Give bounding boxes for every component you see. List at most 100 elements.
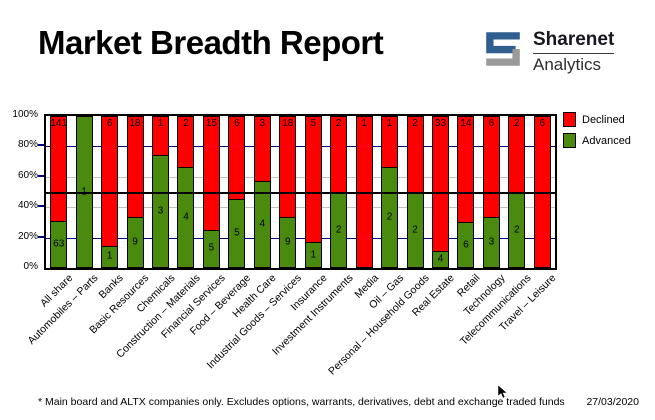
declined-segment xyxy=(509,117,525,192)
fifty-percent-reference-line xyxy=(46,192,555,194)
legend-label-advanced: Advanced xyxy=(582,134,631,147)
legend-label-declined: Declined xyxy=(582,113,625,126)
advanced-swatch-icon xyxy=(563,133,576,148)
declined-count-label: 1 xyxy=(157,118,164,129)
report-date: 27/03/2020 xyxy=(586,396,639,408)
gridline-40 xyxy=(46,207,555,209)
declined-count-label: 6 xyxy=(106,118,113,129)
declined-count-label: 15 xyxy=(205,118,217,129)
advanced-count-label: 6 xyxy=(463,239,469,250)
advanced-segment xyxy=(102,245,118,267)
advanced-count-label: 4 xyxy=(437,253,444,265)
advanced-count-label: 1 xyxy=(310,249,316,260)
plot-area: 141 63 1 6 1 18 9 1 3 2 4 15 5 6 5 3 4 18 9 5 1 2 2 1 1 2 2 2 33 4 14 6… xyxy=(44,114,557,270)
declined-segment xyxy=(102,117,118,246)
advanced-segment xyxy=(458,222,474,267)
sharenet-logo: Sharenet Analytics xyxy=(482,28,615,75)
advanced-count-label: 5 xyxy=(234,227,240,239)
advanced-count-label: 2 xyxy=(386,211,393,223)
declined-segment xyxy=(178,117,194,167)
declined-count-label: 2 xyxy=(335,118,342,129)
declined-swatch-icon xyxy=(563,112,576,127)
advanced-count-label: 2 xyxy=(335,224,342,235)
y-axis-label-100: 100% xyxy=(12,109,38,120)
advanced-segment xyxy=(254,181,270,267)
declined-segment xyxy=(458,117,474,222)
advanced-segment xyxy=(153,154,169,267)
legend-item-declined: Declined xyxy=(563,112,631,127)
legend-item-advanced: Advanced xyxy=(563,133,631,148)
declined-count-label: 141 xyxy=(50,118,68,129)
x-axis-labels: All share Automobiles – Parts Banks Basic R… xyxy=(26,272,559,392)
declined-segment xyxy=(280,117,296,217)
advanced-count-label: 3 xyxy=(488,236,495,248)
gridline-80 xyxy=(46,146,555,148)
declined-count-label: 14 xyxy=(460,118,472,129)
advanced-count-label: 9 xyxy=(284,236,291,248)
declined-segment xyxy=(331,117,347,192)
declined-segment xyxy=(51,117,67,221)
declined-count-label: 33 xyxy=(434,118,447,129)
chart-legend: Declined Advanced xyxy=(563,112,631,148)
advanced-segment xyxy=(203,229,219,267)
declined-count-label: 2 xyxy=(514,118,520,129)
declined-segment xyxy=(382,117,398,167)
declined-count-label: 6 xyxy=(539,118,546,129)
y-axis-tick xyxy=(38,235,44,238)
gridline-20 xyxy=(46,237,555,239)
advanced-count-label: 4 xyxy=(183,211,189,223)
declined-count-label: 18 xyxy=(129,118,141,129)
advanced-count-label: 2 xyxy=(514,224,520,235)
advanced-segment xyxy=(51,220,67,267)
declined-segment xyxy=(203,117,219,230)
advanced-count-label: 63 xyxy=(53,238,65,250)
mouse-cursor-icon xyxy=(497,384,509,405)
advanced-segment xyxy=(305,242,321,267)
declined-count-label: 2 xyxy=(412,118,418,129)
declined-count-label: 2 xyxy=(183,118,189,129)
y-axis-tick xyxy=(38,174,44,177)
declined-count-label: 5 xyxy=(310,118,316,129)
declined-count-label: 6 xyxy=(488,118,495,129)
y-axis-label-60: 60% xyxy=(17,169,38,181)
y-axis-label-40: 40% xyxy=(17,200,38,212)
declined-count-label: 1 xyxy=(386,118,393,129)
advanced-segment xyxy=(280,217,296,267)
advanced-count-label: 9 xyxy=(132,236,138,248)
gridline-60 xyxy=(46,176,555,178)
advanced-segment xyxy=(229,198,245,267)
advanced-segment xyxy=(432,250,448,267)
declined-segment xyxy=(254,117,270,182)
y-axis-label-20: 20% xyxy=(17,230,38,242)
declined-segment xyxy=(229,117,245,199)
advanced-segment xyxy=(127,217,143,267)
declined-count-label: 3 xyxy=(259,118,266,129)
y-axis-tick xyxy=(38,205,44,208)
advanced-segment xyxy=(483,217,499,267)
sharenet-logo-icon xyxy=(482,28,524,75)
declined-segment xyxy=(127,117,143,217)
logo-text-sharenet: Sharenet xyxy=(533,29,615,54)
declined-segment xyxy=(153,117,169,155)
declined-count-label: 18 xyxy=(282,118,294,129)
page-title: Market Breadth Report xyxy=(38,24,384,61)
declined-segment xyxy=(483,117,499,217)
advanced-count-label: 3 xyxy=(157,205,164,217)
declined-segment xyxy=(305,117,321,242)
declined-segment xyxy=(432,117,448,251)
advanced-count-label: 2 xyxy=(412,224,418,235)
advanced-count-label: 5 xyxy=(208,242,215,254)
footnote: * Main board and ALTX companies only. Ex… xyxy=(38,396,565,408)
y-axis-label-80: 80% xyxy=(17,139,38,151)
y-axis-label-0: 0% xyxy=(23,261,38,272)
logo-text-analytics: Analytics xyxy=(533,54,602,74)
y-axis-tick xyxy=(38,144,44,147)
declined-count-label: 1 xyxy=(361,118,367,129)
advanced-count-label: 1 xyxy=(106,250,113,262)
declined-segment xyxy=(407,117,423,192)
advanced-count-label: 4 xyxy=(259,218,266,230)
declined-count-label: 6 xyxy=(234,118,240,129)
